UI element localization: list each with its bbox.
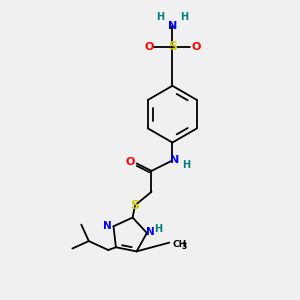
- Text: S: S: [168, 40, 177, 53]
- Text: H: H: [154, 224, 162, 234]
- Text: N: N: [103, 221, 111, 231]
- Text: CH: CH: [173, 241, 187, 250]
- Text: O: O: [191, 42, 200, 52]
- Text: O: O: [125, 157, 135, 166]
- Text: N: N: [168, 21, 177, 31]
- Text: H: H: [156, 12, 164, 22]
- Text: N: N: [146, 227, 155, 237]
- Text: 3: 3: [182, 242, 187, 251]
- Text: N: N: [169, 155, 179, 165]
- Text: H: H: [182, 160, 190, 170]
- Text: S: S: [130, 199, 139, 212]
- Text: O: O: [144, 42, 154, 52]
- Text: H: H: [180, 12, 188, 22]
